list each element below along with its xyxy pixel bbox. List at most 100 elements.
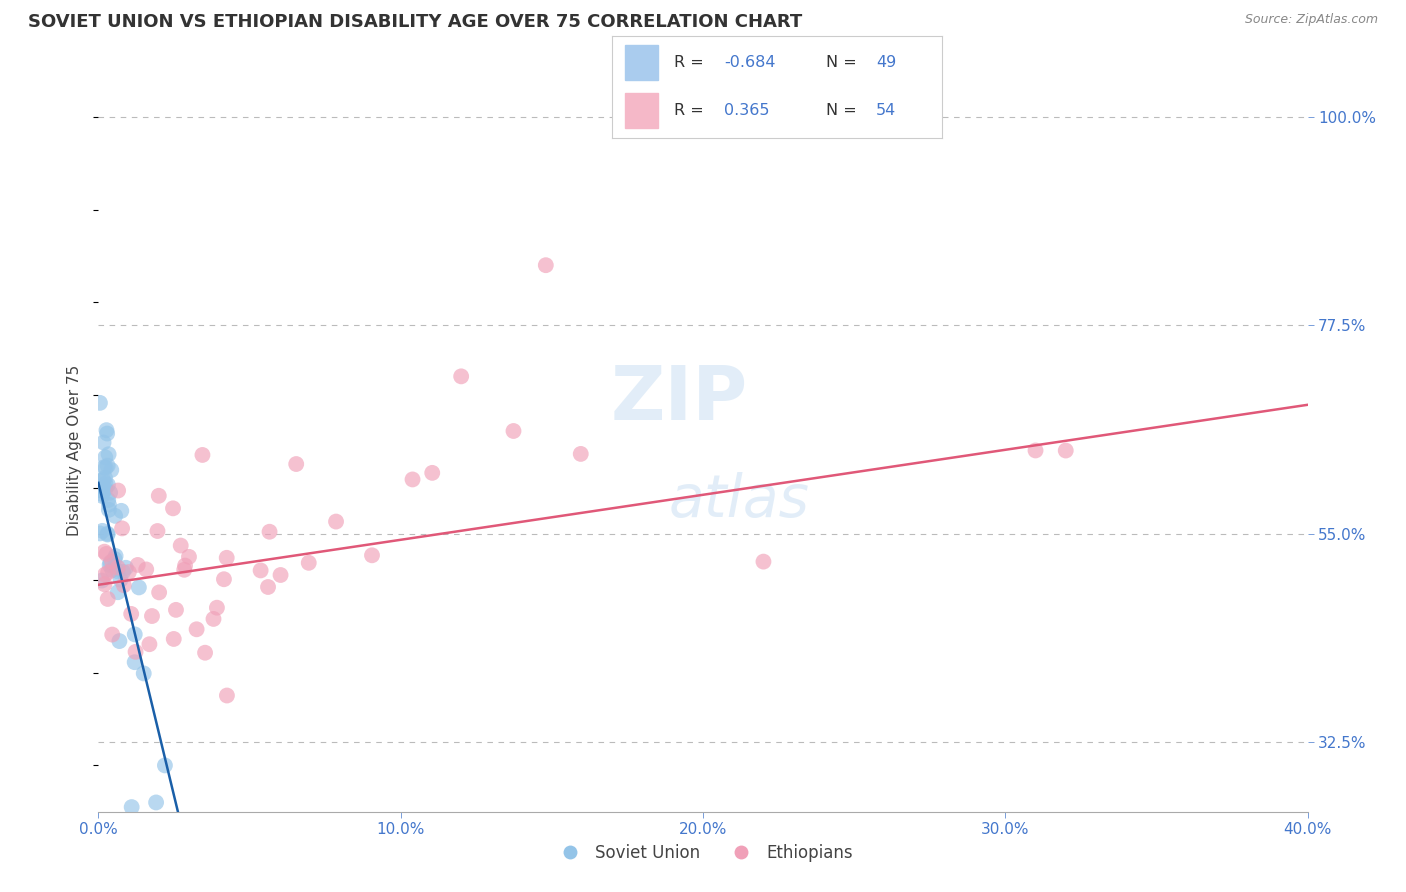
Point: [148, 489, 170, 503]
Point: [91, 484, 114, 499]
Point: [249, 563, 271, 577]
Point: [212, 572, 235, 586]
FancyBboxPatch shape: [624, 45, 658, 79]
Point: [104, 552, 127, 566]
Point: [97, 498, 120, 512]
Point: [89, 474, 111, 488]
Point: [121, 800, 143, 814]
Text: SOVIET UNION VS ETHIOPIAN DISABILITY AGE OVER 75 CORRELATION CHART: SOVIET UNION VS ETHIOPIAN DISABILITY AGE…: [28, 13, 803, 31]
Point: [97, 591, 120, 606]
Text: R =: R =: [675, 103, 714, 118]
Point: [361, 549, 384, 563]
Point: [104, 508, 127, 523]
Point: [90, 486, 112, 500]
Text: 49: 49: [876, 54, 896, 70]
Point: [186, 622, 208, 636]
Point: [101, 554, 124, 568]
Point: [91, 489, 114, 503]
Point: [93, 460, 115, 475]
Point: [569, 447, 592, 461]
Point: [93, 577, 115, 591]
Point: [118, 565, 141, 579]
Legend: Soviet Union, Ethiopians: Soviet Union, Ethiopians: [547, 837, 859, 869]
Point: [107, 585, 129, 599]
Point: [148, 585, 170, 599]
Point: [94, 450, 117, 465]
Point: [115, 561, 138, 575]
Point: [94, 482, 117, 496]
Point: [194, 646, 217, 660]
Point: [205, 600, 228, 615]
Point: [107, 560, 129, 574]
Point: [163, 632, 186, 646]
Point: [96, 426, 118, 441]
Point: [89, 483, 111, 498]
Point: [93, 544, 115, 558]
Point: [534, 258, 557, 272]
Point: [135, 562, 157, 576]
Text: N =: N =: [827, 103, 862, 118]
Text: -0.684: -0.684: [724, 54, 776, 70]
Point: [97, 447, 120, 461]
Point: [101, 627, 124, 641]
Point: [108, 634, 131, 648]
Point: [145, 796, 167, 810]
Point: [94, 460, 117, 475]
Point: [141, 609, 163, 624]
Point: [94, 476, 117, 491]
Point: [124, 627, 146, 641]
Point: [1024, 443, 1046, 458]
Point: [259, 524, 281, 539]
Point: [132, 666, 155, 681]
Point: [120, 607, 142, 621]
Point: [124, 655, 146, 669]
Point: [91, 473, 114, 487]
Y-axis label: Disability Age Over 75: Disability Age Over 75: [67, 365, 83, 536]
Point: [91, 524, 114, 538]
Point: [110, 504, 132, 518]
Point: [107, 483, 129, 498]
Point: [752, 555, 775, 569]
Point: [112, 565, 135, 579]
Point: [98, 485, 121, 500]
Text: 54: 54: [876, 103, 896, 118]
Point: [96, 547, 118, 561]
Point: [450, 369, 472, 384]
Point: [1054, 443, 1077, 458]
Point: [101, 563, 124, 577]
Text: R =: R =: [675, 54, 709, 70]
Point: [90, 574, 112, 588]
Point: [173, 563, 195, 577]
FancyBboxPatch shape: [624, 93, 658, 128]
Point: [89, 396, 111, 410]
Point: [177, 549, 200, 564]
Point: [298, 556, 321, 570]
Text: 0.365: 0.365: [724, 103, 769, 118]
Point: [89, 526, 111, 541]
Point: [420, 466, 443, 480]
Point: [96, 423, 118, 437]
Point: [153, 758, 176, 772]
Point: [170, 539, 193, 553]
Point: [96, 526, 118, 541]
Point: [98, 558, 121, 572]
Point: [202, 612, 225, 626]
Point: [97, 458, 120, 473]
Point: [112, 578, 135, 592]
Point: [270, 568, 292, 582]
Point: [94, 471, 117, 485]
Point: [165, 603, 187, 617]
Point: [111, 521, 134, 535]
Point: [97, 566, 120, 580]
Point: [401, 472, 423, 486]
Text: Source: ZipAtlas.com: Source: ZipAtlas.com: [1244, 13, 1378, 27]
Point: [162, 501, 184, 516]
Point: [215, 550, 238, 565]
Point: [285, 457, 308, 471]
Point: [107, 564, 129, 578]
Point: [146, 524, 169, 538]
Point: [257, 580, 280, 594]
Point: [191, 448, 214, 462]
Point: [127, 558, 149, 572]
Text: ZIP: ZIP: [610, 363, 748, 436]
